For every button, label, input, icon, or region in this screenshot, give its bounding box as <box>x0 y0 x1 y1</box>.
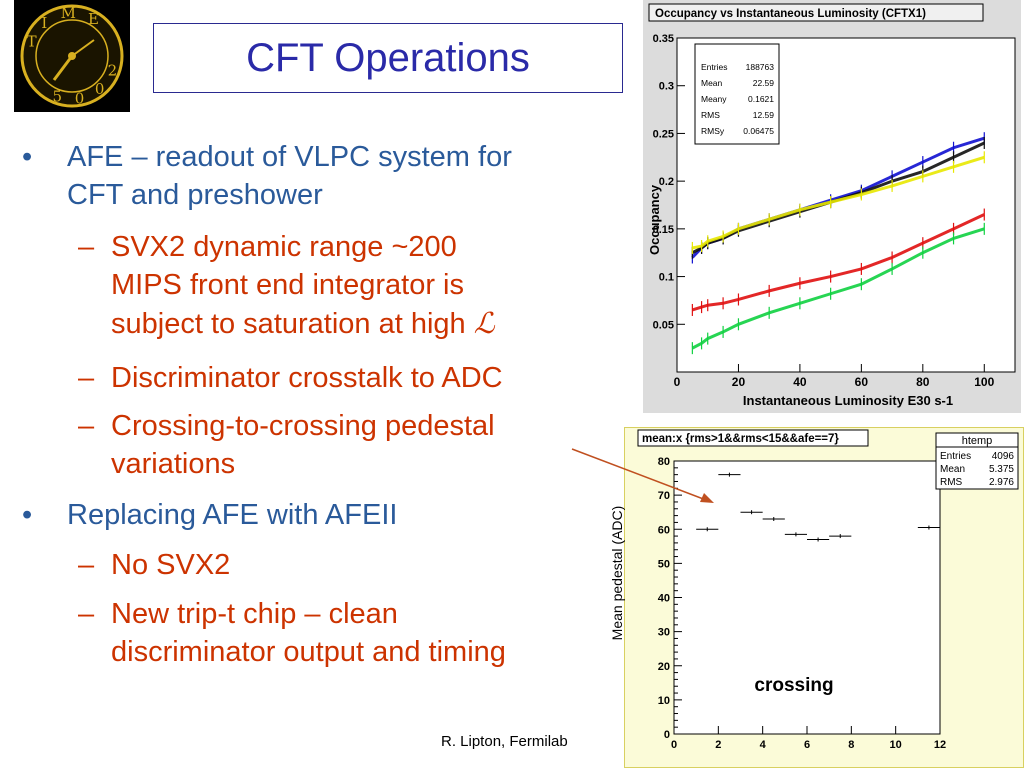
dash-mark: – <box>78 598 95 630</box>
y-tick-label: 0.1 <box>659 272 674 284</box>
logo-letter: 0 <box>75 89 85 107</box>
y-tick-label: 0.2 <box>659 176 674 188</box>
x-axis-label: Instantaneous Luminosity E30 s-1 <box>743 393 953 408</box>
y-tick-label: 0.05 <box>653 319 674 331</box>
x-tick-label: 100 <box>974 375 994 389</box>
y-tick-label: 40 <box>658 593 670 605</box>
x-tick-label: 40 <box>793 375 807 389</box>
stats-label: RMSy <box>701 126 725 136</box>
chart-title: Occupancy vs Instantaneous Luminosity (C… <box>655 8 926 20</box>
luminosity-symbol: ℒ <box>473 306 495 340</box>
chart-title: mean:x {rms>1&&rms<15&&afe==7} <box>642 433 839 445</box>
x-tick-label: 20 <box>732 375 746 389</box>
stats-box <box>935 432 1019 490</box>
logo-letter: E <box>88 10 99 28</box>
stats-value: 4096 <box>992 451 1015 462</box>
stats-value: 12.59 <box>753 110 775 120</box>
x-tick-label: 0 <box>674 375 681 389</box>
occupancy-vs-luminosity-chart: Occupancy vs Instantaneous Luminosity (C… <box>643 0 1021 413</box>
x-tick-label: 10 <box>890 739 902 751</box>
bullet-line: SVX2 dynamic range ~200 <box>111 231 457 263</box>
bullet-line: subject to saturation at high ℒ <box>111 306 495 342</box>
dash-mark: – <box>78 362 95 394</box>
stats-title: htemp <box>962 435 993 447</box>
title-box: CFT Operations <box>153 23 623 93</box>
stats-box <box>694 43 780 145</box>
stats-label: Mean <box>940 464 965 475</box>
logo-letter: T <box>27 32 37 50</box>
dash-mark: – <box>78 410 95 442</box>
y-tick-label: 80 <box>658 456 670 468</box>
y-tick-label: 70 <box>658 490 670 502</box>
y-tick-label: 0.15 <box>653 224 674 236</box>
stats-value: 0.06475 <box>743 126 774 136</box>
slide-title: CFT Operations <box>246 35 530 80</box>
dash-mark: – <box>78 231 95 263</box>
x-tick-label: 0 <box>671 739 677 751</box>
bullet-line: AFE – readout of VLPC system for <box>67 141 512 173</box>
bullet-line: variations <box>111 448 236 480</box>
dash-mark: – <box>78 549 95 581</box>
mean-pedestal-chart: mean:x {rms>1&&rms<15&&afe==7} 0 2 4 6 8 10 12… <box>624 427 1024 768</box>
y-axis-label: Occupancy <box>647 184 662 255</box>
x-tick-label: 6 <box>804 739 810 751</box>
x-tick-label: 8 <box>848 739 854 751</box>
stats-value: 188763 <box>746 62 775 72</box>
bullet-line: No SVX2 <box>111 549 231 581</box>
stats-value: 22.59 <box>753 78 775 88</box>
bullet-line: New trip-t chip – clean <box>111 598 398 630</box>
bullet-line: MIPS front end integrator is <box>111 269 464 301</box>
stats-value: 0.1621 <box>748 94 774 104</box>
bullet-mark: • <box>22 141 33 173</box>
footer-credit: R. Lipton, Fermilab <box>441 733 568 750</box>
stats-label: Meany <box>701 94 727 104</box>
bullet-line: Crossing-to-crossing pedestal <box>111 410 495 442</box>
stats-label: Entries <box>701 62 727 72</box>
x-tick-label: 80 <box>916 375 930 389</box>
y-tick-label: 0 <box>664 729 670 741</box>
bullet-line: Replacing AFE with AFEII <box>67 499 398 531</box>
crossing-annotation: crossing <box>754 675 833 696</box>
stats-label: RMS <box>701 110 720 120</box>
plot-area <box>673 460 941 735</box>
y-tick-label: 30 <box>658 627 670 639</box>
y-tick-label: 10 <box>658 695 670 707</box>
y-tick-label: 0.3 <box>659 81 674 93</box>
stats-value: 5.375 <box>989 464 1014 475</box>
bullet-line: CFT and preshower <box>67 179 323 211</box>
logo-letter: I <box>41 14 47 32</box>
y-tick-label: 50 <box>658 558 670 570</box>
logo-letter: 2 <box>108 62 118 80</box>
logo-letter: 0 <box>95 80 105 98</box>
bullet-line-text: subject to saturation at high <box>111 308 466 340</box>
stats-label: RMS <box>940 477 963 488</box>
stats-label: Entries <box>940 451 971 462</box>
logo-letter: M <box>61 4 76 22</box>
x-tick-label: 2 <box>715 739 721 751</box>
logo-letter: 5 <box>53 87 63 105</box>
y-tick-label: 0.25 <box>653 128 674 140</box>
stats-label: Mean <box>701 78 723 88</box>
bullet-line: discriminator output and timing <box>111 636 506 668</box>
x-tick-label: 4 <box>760 739 767 751</box>
y-tick-label: 0.35 <box>653 33 674 45</box>
y-tick-label: 20 <box>658 661 670 673</box>
x-tick-label: 12 <box>934 739 946 751</box>
y-axis-label-pedestal: Mean pedestal (ADC) <box>609 505 625 641</box>
y-tick-label: 60 <box>658 524 670 536</box>
bullet-mark: • <box>22 499 33 531</box>
x-tick-label: 60 <box>855 375 869 389</box>
bullet-line: Discriminator crosstalk to ADC <box>111 362 503 394</box>
stats-value: 2.976 <box>989 477 1014 488</box>
